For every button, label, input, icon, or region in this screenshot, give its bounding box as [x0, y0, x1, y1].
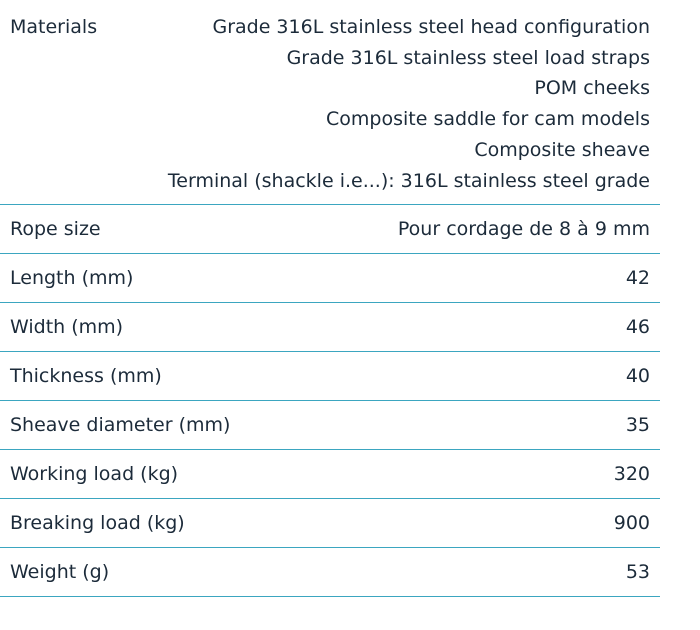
spec-label: Breaking load (kg) — [10, 512, 185, 534]
spec-value: Composite sheave — [474, 138, 650, 161]
spec-row: Rope size Pour cordage de 8 à 9 mm — [0, 205, 660, 254]
spec-row: Sheave diameter (mm) 35 — [0, 401, 660, 450]
spec-row: Breaking load (kg) 900 — [0, 499, 660, 548]
spec-value: Grade 316L stainless steel head configur… — [212, 16, 650, 38]
spec-value: 42 — [625, 267, 650, 289]
spec-values: Grade 316L stainless steel head configur… — [168, 12, 650, 196]
spec-value: 320 — [613, 463, 650, 485]
spec-label: Length (mm) — [10, 267, 134, 289]
spec-row: Length (mm) 42 — [0, 254, 660, 303]
spec-value: 46 — [625, 316, 650, 338]
spec-value: Grade 316L stainless steel load straps — [286, 46, 650, 69]
spec-value: 40 — [625, 365, 650, 387]
spec-row: Thickness (mm) 40 — [0, 352, 660, 401]
spec-label: Weight (g) — [10, 561, 110, 583]
spec-label: Working load (kg) — [10, 463, 179, 485]
spec-value: Composite saddle for cam models — [326, 108, 650, 131]
spec-label: Width (mm) — [10, 316, 124, 338]
spec-label: Thickness (mm) — [10, 365, 162, 387]
spec-label: Materials — [10, 16, 98, 38]
spec-label: Rope size — [10, 218, 101, 240]
spec-row: Weight (g) 53 — [0, 548, 660, 597]
spec-label: Sheave diameter (mm) — [10, 414, 231, 436]
spec-value: 900 — [613, 512, 650, 534]
spec-value: 53 — [625, 561, 650, 583]
spec-value: Terminal (shackle i.e...): 316L stainles… — [167, 169, 650, 192]
spec-row: Width (mm) 46 — [0, 303, 660, 352]
spec-table: Materials Grade 316L stainless steel head… — [0, 0, 660, 597]
spec-row: Working load (kg) 320 — [0, 450, 660, 499]
spec-row: Materials Grade 316L stainless steel head… — [0, 0, 660, 205]
spec-value: 35 — [625, 414, 650, 436]
spec-value: Pour cordage de 8 à 9 mm — [397, 218, 650, 240]
spec-value: POM cheeks — [534, 77, 650, 100]
